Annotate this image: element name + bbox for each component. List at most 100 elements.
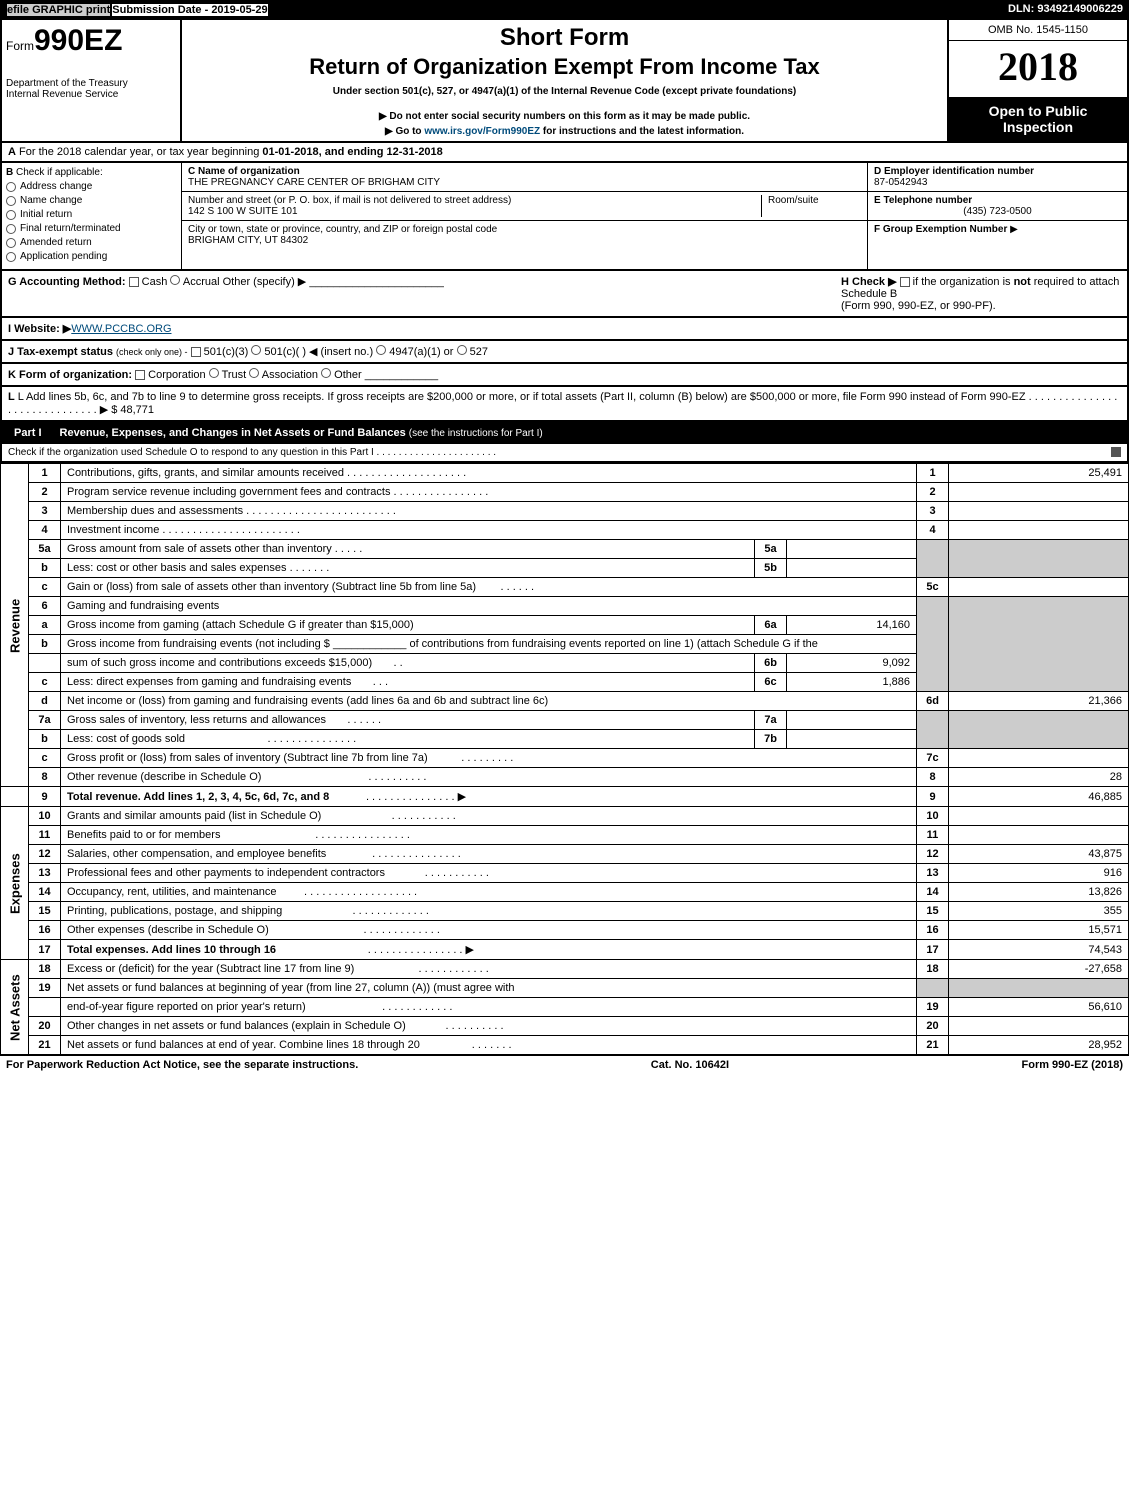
radio-icon [6, 252, 16, 262]
h-not: not [1014, 276, 1031, 288]
check-label: Final return/terminated [20, 223, 121, 234]
table-row: 12 Salaries, other compensation, and emp… [1, 845, 1129, 864]
phone-label: E Telephone number [874, 195, 972, 206]
line-desc: Grants and similar amounts paid (list in… [61, 807, 917, 826]
radio-icon[interactable] [209, 368, 219, 378]
part1-header: Part I Revenue, Expenses, and Changes in… [0, 422, 1129, 444]
table-row: 16 Other expenses (describe in Schedule … [1, 921, 1129, 940]
line-num: 9 [29, 787, 61, 807]
shaded-cell [949, 597, 1129, 692]
tax-exempt-label: J Tax-exempt status [8, 346, 113, 358]
line-num: 4 [29, 521, 61, 540]
checkbox-icon[interactable] [191, 347, 201, 357]
table-row: 8 Other revenue (describe in Schedule O)… [1, 768, 1129, 787]
form-header: Form990EZ Department of the Treasury Int… [0, 20, 1129, 143]
footer-mid: Cat. No. 10642I [651, 1059, 729, 1071]
opt-assoc: Association [262, 369, 318, 381]
line-num: 3 [29, 502, 61, 521]
irs-link[interactable]: www.irs.gov/Form990EZ [424, 126, 540, 137]
inner-val [787, 559, 917, 578]
amount: 56,610 [949, 998, 1129, 1017]
line-num: 10 [29, 807, 61, 826]
line-num: b [29, 730, 61, 749]
street-label: Number and street (or P. O. box, if mail… [188, 195, 511, 206]
amount [949, 521, 1129, 540]
line-num [29, 998, 61, 1017]
line-num: 1 [29, 464, 61, 483]
box-num: 19 [917, 998, 949, 1017]
org-name: THE PREGNANCY CARE CENTER OF BRIGHAM CIT… [188, 177, 440, 188]
arrow-icon: ▶ [1010, 224, 1018, 235]
line-num: a [29, 616, 61, 635]
inner-val [787, 730, 917, 749]
radio-icon[interactable] [321, 368, 331, 378]
line-desc: Other expenses (describe in Schedule O) … [61, 921, 917, 940]
checkbox-icon[interactable] [900, 277, 910, 287]
line-num: 17 [29, 940, 61, 960]
website-link[interactable]: WWW.PCCBC.ORG [71, 323, 171, 335]
radio-icon[interactable] [457, 345, 467, 355]
inner-box: 5a [755, 540, 787, 559]
part1-title: Revenue, Expenses, and Changes in Net As… [60, 427, 406, 439]
year-pre: For the 2018 calendar year, or tax year … [19, 146, 262, 158]
checkbox-checked-icon[interactable] [1111, 447, 1121, 457]
check-amended-return[interactable]: Amended return [6, 237, 177, 248]
line-desc: Net assets or fund balances at beginning… [61, 979, 917, 998]
amount: 74,543 [949, 940, 1129, 960]
radio-icon[interactable] [170, 275, 180, 285]
footer-left: For Paperwork Reduction Act Notice, see … [6, 1059, 358, 1071]
top-bar: efile GRAPHIC print Submission Date - 20… [0, 0, 1129, 20]
netassets-side-label: Net Assets [1, 960, 29, 1055]
radio-icon[interactable] [251, 345, 261, 355]
org-name-box: C Name of organization THE PREGNANCY CAR… [182, 163, 867, 192]
arrow-icon: ▶ [100, 404, 108, 416]
radio-icon[interactable] [376, 345, 386, 355]
box-num: 9 [917, 787, 949, 807]
check-name-change[interactable]: Name change [6, 195, 177, 206]
check-initial-return[interactable]: Initial return [6, 209, 177, 220]
line-desc: Salaries, other compensation, and employ… [61, 845, 917, 864]
opt-4947: 4947(a)(1) or [389, 346, 453, 358]
table-row: Net Assets 18 Excess or (deficit) for th… [1, 960, 1129, 979]
line-desc: Gross sales of inventory, less returns a… [61, 711, 755, 730]
section-a: A For the 2018 calendar year, or tax yea… [0, 143, 1129, 163]
line-num: 16 [29, 921, 61, 940]
efile-print-button[interactable]: efile GRAPHIC print [6, 3, 111, 17]
checkbox-icon[interactable] [135, 370, 145, 380]
box-num: 4 [917, 521, 949, 540]
revenue-side-label: Revenue [1, 464, 29, 787]
box-num: 14 [917, 883, 949, 902]
radio-icon [6, 196, 16, 206]
shaded-cell [949, 540, 1129, 578]
city-box: City or town, state or province, country… [182, 221, 867, 249]
part1-table: Revenue 1 Contributions, gifts, grants, … [0, 463, 1129, 1055]
line-desc: Printing, publications, postage, and shi… [61, 902, 917, 921]
line-num: 19 [29, 979, 61, 998]
line-desc: Net assets or fund balances at end of ye… [61, 1036, 917, 1055]
line-num [29, 654, 61, 673]
box-num: 3 [917, 502, 949, 521]
line-desc: Gain or (loss) from sale of assets other… [61, 578, 917, 597]
accounting-label: G Accounting Method: [8, 276, 126, 288]
check-application-pending[interactable]: Application pending [6, 251, 177, 262]
line-desc: Contributions, gifts, grants, and simila… [61, 464, 917, 483]
box-num: 2 [917, 483, 949, 502]
line-num: 5a [29, 540, 61, 559]
line-desc: Less: cost of goods sold . . . . . . . .… [61, 730, 755, 749]
table-row: end-of-year figure reported on prior yea… [1, 998, 1129, 1017]
checkbox-icon[interactable] [129, 277, 139, 287]
goto-line: ▶ Go to www.irs.gov/Form990EZ for instru… [186, 126, 943, 137]
amount [949, 502, 1129, 521]
box-num: 8 [917, 768, 949, 787]
line-desc: Less: direct expenses from gaming and fu… [61, 673, 755, 692]
amount [949, 578, 1129, 597]
box-num: 17 [917, 940, 949, 960]
return-title: Return of Organization Exempt From Incom… [186, 54, 943, 80]
check-final-return[interactable]: Final return/terminated [6, 223, 177, 234]
part1-check-line: Check if the organization used Schedule … [0, 444, 1129, 463]
check-address-change[interactable]: Address change [6, 181, 177, 192]
box-num: 15 [917, 902, 949, 921]
shaded-cell [917, 597, 949, 692]
radio-icon[interactable] [249, 368, 259, 378]
sections-d-e-f: D Employer identification number 87-0542… [867, 163, 1127, 269]
